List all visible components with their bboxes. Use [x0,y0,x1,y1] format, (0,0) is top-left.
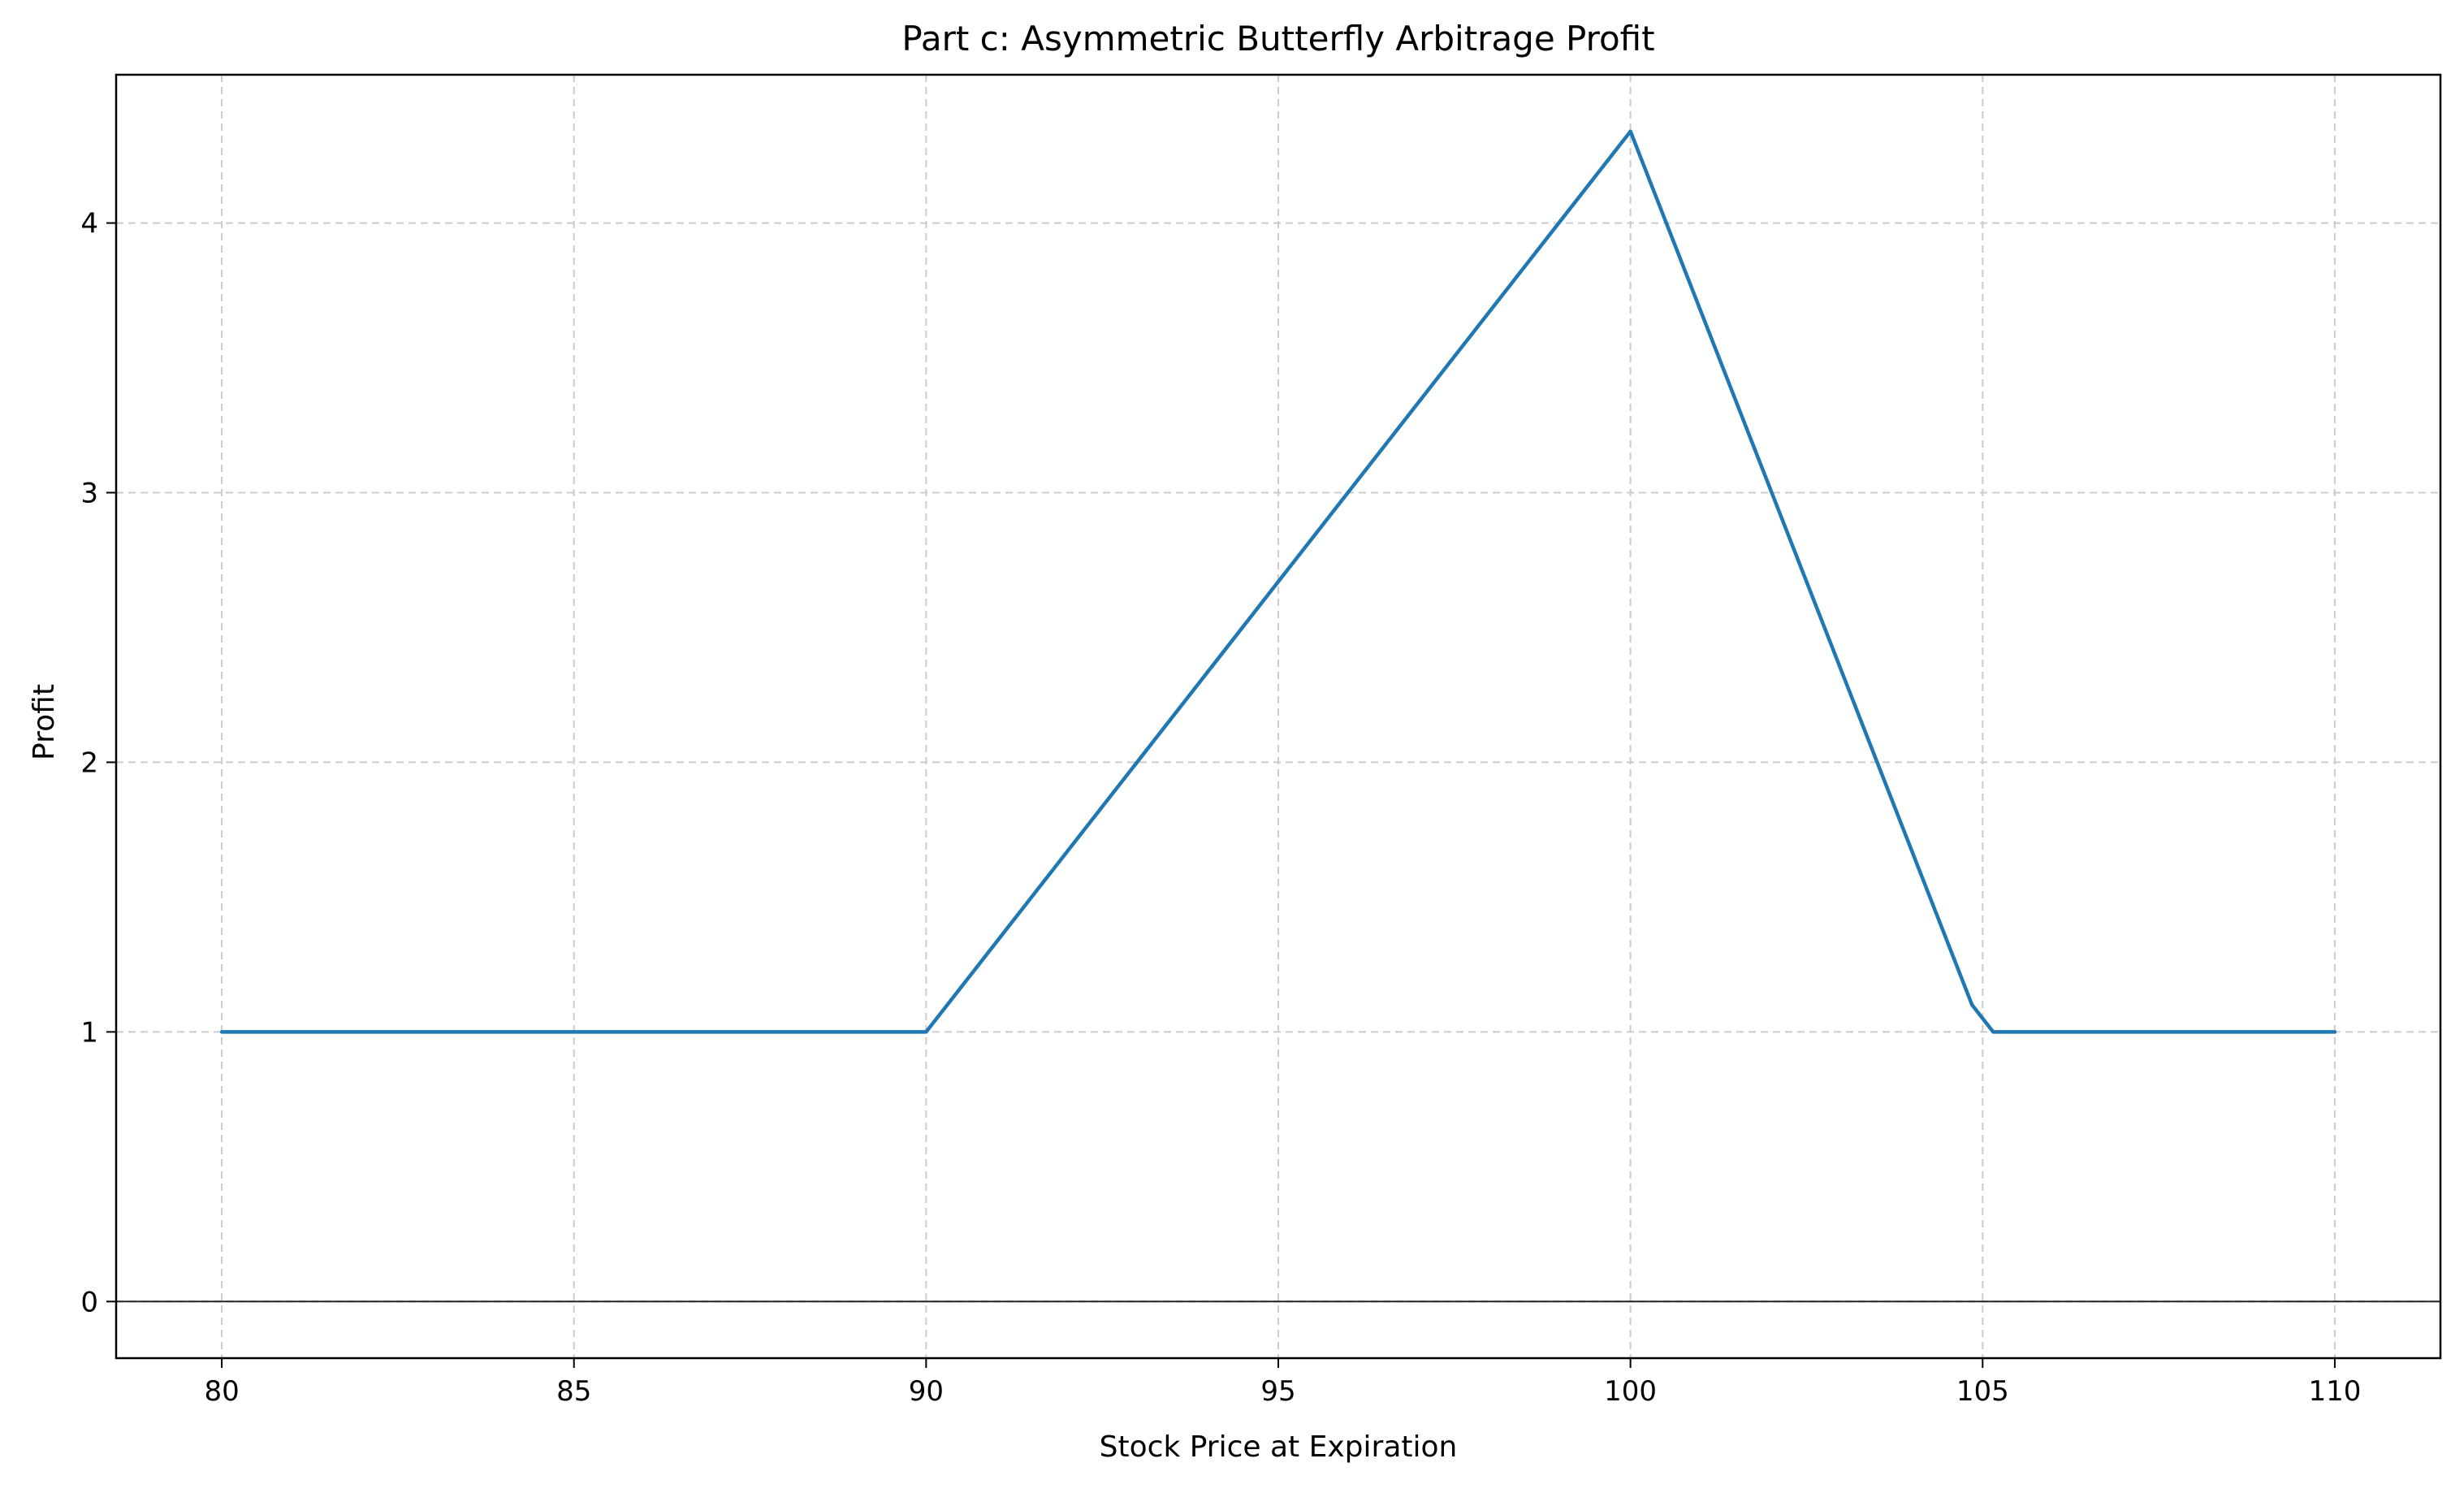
x-tick-label: 95 [1260,1375,1295,1408]
x-axis-label: Stock Price at Expiration [1100,1430,1458,1464]
y-axis-label: Profit [28,684,61,760]
x-tick-label: 110 [2308,1375,2361,1408]
y-tick-label: 1 [80,1016,98,1049]
y-tick-label: 0 [80,1286,98,1318]
x-tick-label: 80 [204,1375,239,1408]
y-tick-label: 2 [80,746,98,779]
y-tick-label: 4 [80,208,98,240]
chart-title: Part c: Asymmetric Butterfly Arbitrage P… [901,19,1654,58]
x-tick-label: 90 [909,1375,944,1408]
x-tick-label: 85 [556,1375,591,1408]
x-tick-label: 105 [1956,1375,2009,1408]
x-tick-label: 100 [1604,1375,1657,1408]
y-tick-label: 3 [80,477,98,509]
